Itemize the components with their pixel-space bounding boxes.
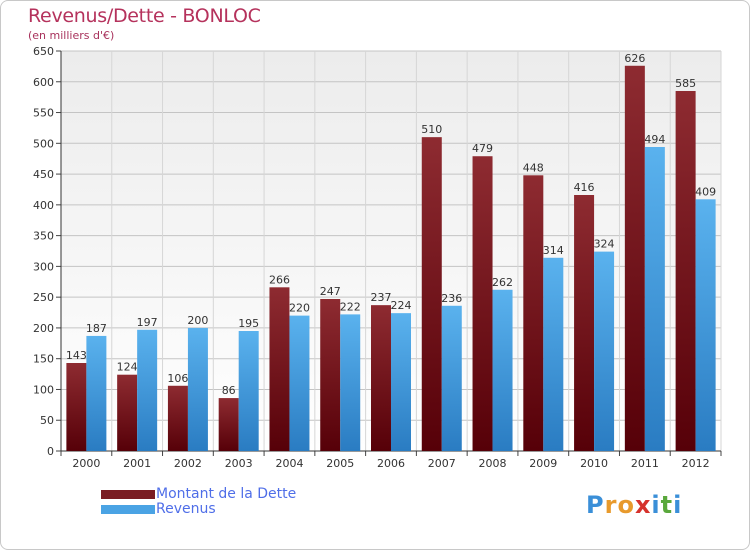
bar-revenue <box>492 289 513 451</box>
logo-letter: t <box>660 491 674 519</box>
logo-letter: r <box>604 491 618 519</box>
data-label-debt: 416 <box>574 181 595 194</box>
data-label-debt: 479 <box>472 142 493 155</box>
bar-revenue <box>441 305 462 451</box>
bar-revenue <box>695 199 716 451</box>
legend-label-debt: Montant de la Dette <box>156 486 297 502</box>
data-label-revenue: 195 <box>238 317 259 330</box>
bar-revenue <box>644 147 665 451</box>
y-tick-label: 250 <box>33 291 54 304</box>
bar-revenue <box>289 315 310 451</box>
y-tick-label: 0 <box>47 445 54 458</box>
data-label-revenue: 236 <box>441 292 462 305</box>
data-label-revenue: 409 <box>695 185 716 198</box>
bar-revenue <box>594 251 615 451</box>
bar-revenue <box>137 329 158 451</box>
data-label-revenue: 187 <box>86 322 107 335</box>
x-tick-label: 2005 <box>326 457 354 470</box>
bar-debt <box>574 195 595 451</box>
legend-swatch-revenue <box>101 505 155 514</box>
bar-revenue <box>543 257 564 451</box>
chart-title: Revenus/Dette - BONLOC <box>28 5 261 27</box>
y-tick-label: 150 <box>33 353 54 366</box>
bar-revenue <box>391 313 411 451</box>
bar-debt <box>218 398 239 451</box>
data-label-revenue: 220 <box>289 302 310 315</box>
x-tick-label: 2008 <box>479 457 507 470</box>
data-label-debt: 448 <box>523 161 544 174</box>
bar-debt <box>421 137 442 451</box>
bar-debt <box>675 91 696 451</box>
logo-letter: x <box>634 491 652 519</box>
bar-revenue <box>187 327 208 451</box>
data-label-revenue: 200 <box>187 314 208 327</box>
bar-debt <box>66 363 87 451</box>
x-tick-label: 2002 <box>174 457 202 470</box>
y-tick-label: 300 <box>33 260 54 273</box>
bar-debt <box>371 305 391 451</box>
y-tick-label: 450 <box>33 168 54 181</box>
data-label-debt: 247 <box>320 285 341 298</box>
x-tick-label: 2004 <box>275 457 303 470</box>
bar-debt <box>269 287 290 451</box>
x-tick-label: 2003 <box>225 457 253 470</box>
y-tick-label: 500 <box>33 137 54 150</box>
y-tick-label: 600 <box>33 76 54 89</box>
data-label-debt: 585 <box>675 77 696 90</box>
y-tick-label: 550 <box>33 107 54 120</box>
logo-letter: i <box>673 491 683 519</box>
bar-revenue <box>238 331 259 451</box>
bar-debt <box>117 374 138 451</box>
logo-letter: i <box>651 491 661 519</box>
legend-swatch-debt <box>101 490 155 499</box>
data-label-debt: 143 <box>66 349 87 362</box>
proxiti-logo: Proxiti <box>586 491 682 519</box>
data-label-revenue: 222 <box>340 300 361 313</box>
bar-revenue <box>86 335 107 451</box>
y-tick-label: 350 <box>33 230 54 243</box>
y-tick-label: 100 <box>33 383 54 396</box>
logo-letter: o <box>617 491 635 519</box>
x-tick-label: 2006 <box>377 457 405 470</box>
data-label-debt: 237 <box>371 291 392 304</box>
data-label-revenue: 224 <box>391 299 412 312</box>
chart-subtitle: (en milliers d'€) <box>28 29 115 42</box>
x-tick-label: 2012 <box>682 457 710 470</box>
bar-debt <box>624 65 645 452</box>
y-tick-label: 400 <box>33 199 54 212</box>
data-label-revenue: 314 <box>543 244 564 257</box>
data-label-debt: 124 <box>117 361 138 374</box>
data-label-debt: 626 <box>624 52 645 65</box>
bar-debt <box>320 299 341 451</box>
x-tick-label: 2000 <box>72 457 100 470</box>
bar-debt <box>472 156 493 451</box>
data-label-revenue: 262 <box>492 276 513 289</box>
x-tick-label: 2007 <box>428 457 456 470</box>
y-tick-label: 200 <box>33 322 54 335</box>
data-label-revenue: 197 <box>137 316 158 329</box>
bar-debt <box>523 175 544 452</box>
logo-letter: P <box>586 491 605 519</box>
y-tick-label: 650 <box>33 45 54 58</box>
x-tick-label: 2010 <box>580 457 608 470</box>
x-tick-label: 2011 <box>631 457 659 470</box>
x-tick-label: 2009 <box>529 457 557 470</box>
data-label-debt: 106 <box>167 372 188 385</box>
legend-label-revenue: Revenus <box>156 501 216 517</box>
data-label-revenue: 494 <box>644 133 665 146</box>
bar-revenue <box>340 314 361 451</box>
y-tick-label: 50 <box>40 414 54 427</box>
data-label-debt: 510 <box>421 123 442 136</box>
data-label-revenue: 324 <box>594 238 615 251</box>
data-label-debt: 266 <box>269 273 290 286</box>
x-tick-label: 2001 <box>123 457 151 470</box>
data-label-debt: 86 <box>222 384 236 397</box>
bar-debt <box>167 385 188 451</box>
